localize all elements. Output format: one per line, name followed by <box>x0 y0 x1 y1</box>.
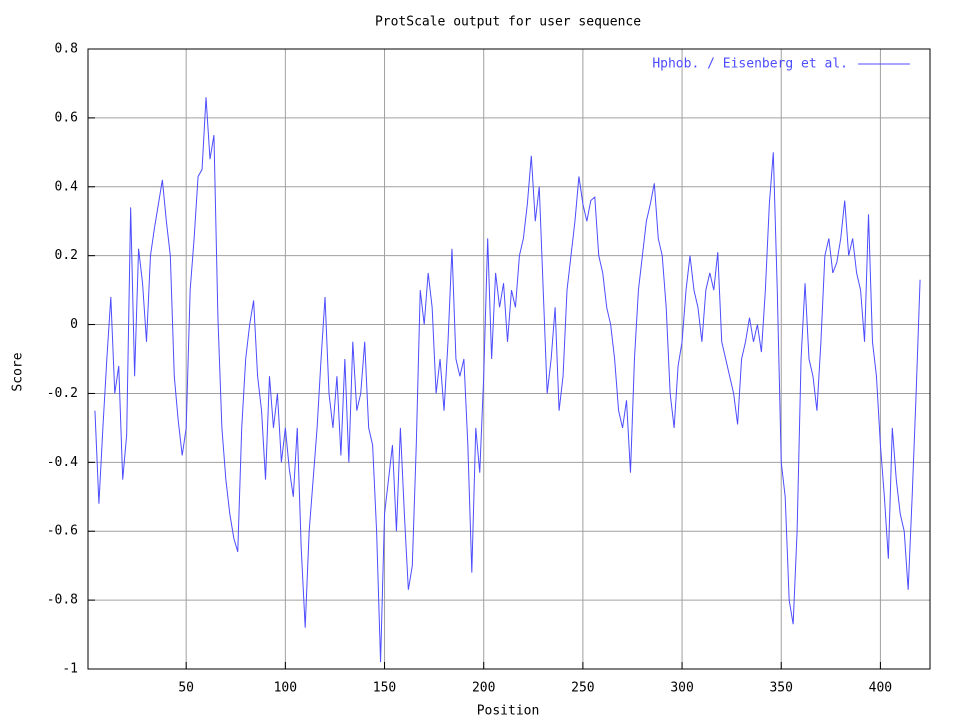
x-tick-label: 350 <box>769 681 792 696</box>
y-axis-label: Score <box>11 352 26 391</box>
y-tick-label: 0.4 <box>55 179 79 194</box>
plot-border <box>87 48 931 670</box>
y-tick-label: 0 <box>70 317 78 332</box>
x-axis-label: Position <box>477 704 540 719</box>
x-tick-label: 200 <box>472 681 495 696</box>
plot <box>94 97 921 663</box>
y-tick-label: 0.6 <box>55 110 78 125</box>
x-tick-label: 150 <box>373 681 396 696</box>
y-tick-label: -0.4 <box>47 455 78 470</box>
y-tick-label: 0.2 <box>55 248 78 263</box>
y-tick-label: -0.2 <box>47 386 78 401</box>
y-tick-label: 0.8 <box>55 42 78 57</box>
x-tick-label: 100 <box>274 681 297 696</box>
x-tick-label: 300 <box>670 681 693 696</box>
chart-title: ProtScale output for user sequence <box>375 15 641 30</box>
x-tick-label: 250 <box>571 681 594 696</box>
data-line <box>94 97 921 663</box>
x-tick-label: 400 <box>869 681 892 696</box>
grid <box>88 48 930 670</box>
legend-label: Hphob. / Eisenberg et al. <box>652 57 848 72</box>
y-tick-label: -0.6 <box>47 524 78 539</box>
x-tick-label: 50 <box>178 681 194 696</box>
y-tick-label: -1 <box>62 662 78 677</box>
y-tick-label: -0.8 <box>47 593 78 608</box>
